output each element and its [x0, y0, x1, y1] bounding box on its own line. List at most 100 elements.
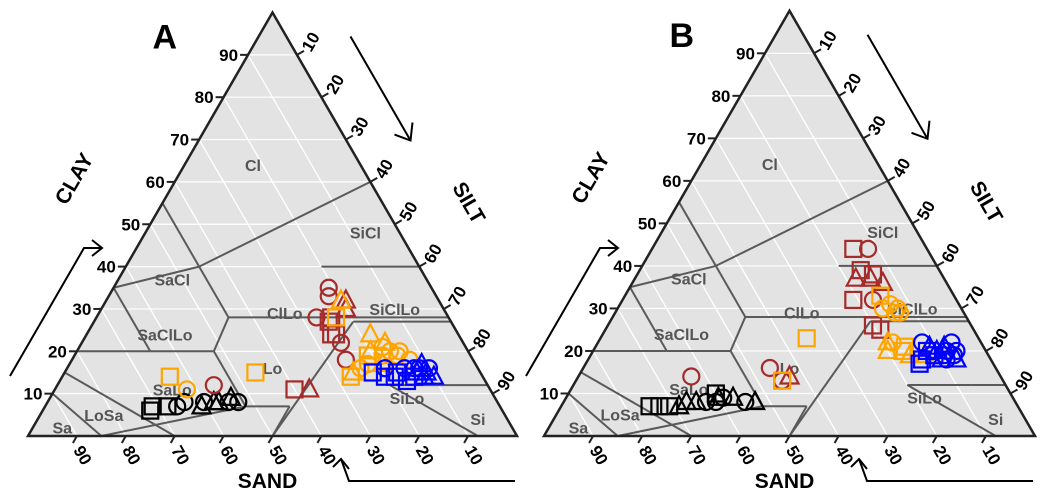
sand-tick-mark: [882, 435, 889, 444]
texture-class-boundary: [389, 384, 479, 437]
texture-class-boundary: [715, 179, 889, 267]
data-point-triangle: [859, 266, 882, 287]
data-point-square: [246, 363, 265, 382]
data-point-triangle: [298, 377, 321, 398]
data-point-circle: [229, 393, 248, 412]
arrow-head: [332, 457, 350, 470]
data-point-triangle: [374, 330, 396, 351]
silt-tick-mark: [985, 346, 994, 352]
region-label-si: Si: [988, 412, 1003, 429]
arrow-head: [394, 122, 414, 142]
region-label-lo: Lo: [263, 361, 283, 378]
silt-tick-mark: [467, 346, 476, 353]
texture-class-boundary: [112, 287, 152, 352]
texture-class-boundary: [101, 405, 246, 437]
clay-tick-label: 10: [540, 384, 559, 403]
region-label-sicl: SiCl: [350, 226, 381, 243]
region-label-sa: Sa: [569, 420, 589, 437]
silt-direction-arrow: [866, 34, 929, 140]
sand-axis-title: SAND: [755, 470, 815, 492]
silt-tick-mark: [887, 176, 896, 182]
clay-direction-arrow: [9, 247, 102, 377]
data-point-triangle: [871, 270, 894, 292]
sand-tick-label: 30: [363, 443, 389, 469]
data-point-circle: [885, 303, 905, 322]
sand-tick-mark: [120, 435, 127, 444]
silt-tick-mark: [296, 49, 305, 56]
data-point-triangle: [668, 393, 690, 415]
sand-direction-arrow: [858, 458, 1033, 482]
data-point-circle: [175, 393, 194, 412]
texture-class-boundary: [212, 317, 230, 352]
texture-class-boundary: [729, 316, 747, 352]
grid-line: [715, 138, 889, 437]
grid-line: [690, 180, 840, 437]
silt-tick-mark: [394, 219, 403, 226]
sand-tick-mark: [784, 435, 791, 444]
texture-class-boundary: [113, 265, 200, 289]
silt-tick-mark: [443, 304, 452, 310]
data-point-triangle: [933, 334, 955, 355]
clay-direction-arrow: [525, 247, 618, 377]
data-point-square: [797, 329, 816, 348]
grid-line: [617, 308, 692, 437]
region-label-cl: Cl: [762, 157, 778, 174]
texture-class-boundary: [161, 202, 201, 268]
clay-tick-label: 40: [613, 257, 632, 276]
region-label-losa: LoSa: [84, 408, 123, 425]
region-label-cllo: ClLo: [267, 306, 303, 323]
arrow-head: [91, 239, 104, 257]
silt-tick-mark: [862, 133, 871, 140]
arrow-head: [911, 120, 931, 141]
sand-tick-mark: [365, 435, 372, 444]
clay-tick-label: 80: [195, 88, 214, 107]
texture-class-boundary: [567, 392, 619, 437]
texture-class-boundary: [64, 371, 176, 437]
arrow-head: [850, 457, 868, 470]
grid-line: [198, 139, 371, 437]
data-point-square: [143, 397, 162, 416]
sand-tick-mark: [414, 435, 421, 444]
sand-tick-mark: [72, 435, 78, 444]
data-point-triangle: [876, 330, 899, 351]
region-label-sacllo: SaClLo: [654, 327, 709, 344]
sand-tick-label: 60: [733, 443, 759, 469]
data-point-triangle: [925, 338, 948, 360]
data-point-triangle: [423, 364, 445, 385]
sand-tick-label: 90: [69, 443, 95, 469]
texture-class-boundary: [678, 201, 717, 267]
sand-tick-mark: [981, 435, 987, 444]
silt-tick-mark: [838, 90, 847, 97]
sand-tick-mark: [218, 435, 225, 444]
region-label-si: Si: [470, 412, 485, 429]
texture-class-boundary: [198, 181, 371, 268]
clay-tick-label: 90: [219, 46, 238, 65]
sand-tick-label: 10: [978, 443, 1004, 469]
sand-tick-mark: [316, 435, 323, 444]
region-label-cl: Cl: [245, 158, 261, 175]
grid-line: [666, 223, 791, 437]
data-point-circle: [373, 346, 392, 365]
panel-label: A: [153, 19, 178, 57]
data-point-circle: [873, 299, 892, 318]
texture-class-boundary: [198, 266, 230, 318]
region-label-cllo: ClLo: [784, 306, 820, 323]
region-label-sicllo: SiClLo: [369, 302, 420, 319]
data-point-circle: [942, 333, 961, 352]
grid-line: [51, 393, 78, 437]
data-point-square: [706, 384, 725, 403]
silt-tick-mark: [936, 261, 945, 267]
sand-tick-label: 60: [216, 443, 242, 469]
data-point-square: [158, 397, 177, 416]
silt-tick-mark: [911, 218, 920, 225]
data-point-circle: [204, 376, 223, 395]
clay-tick-label: 50: [121, 215, 140, 234]
data-point-square: [640, 397, 659, 416]
texture-class-boundary: [617, 405, 763, 437]
texture-class-boundary: [714, 265, 747, 318]
texture-class-boundary: [788, 320, 872, 437]
data-point-triangle: [918, 334, 941, 355]
sand-tick-mark: [833, 435, 840, 444]
sand-tick-mark: [931, 435, 938, 444]
